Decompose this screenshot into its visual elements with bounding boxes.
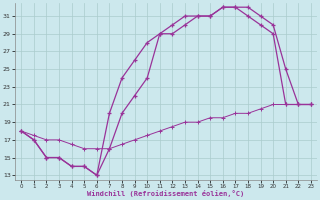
X-axis label: Windchill (Refroidissement éolien,°C): Windchill (Refroidissement éolien,°C)	[87, 190, 245, 197]
